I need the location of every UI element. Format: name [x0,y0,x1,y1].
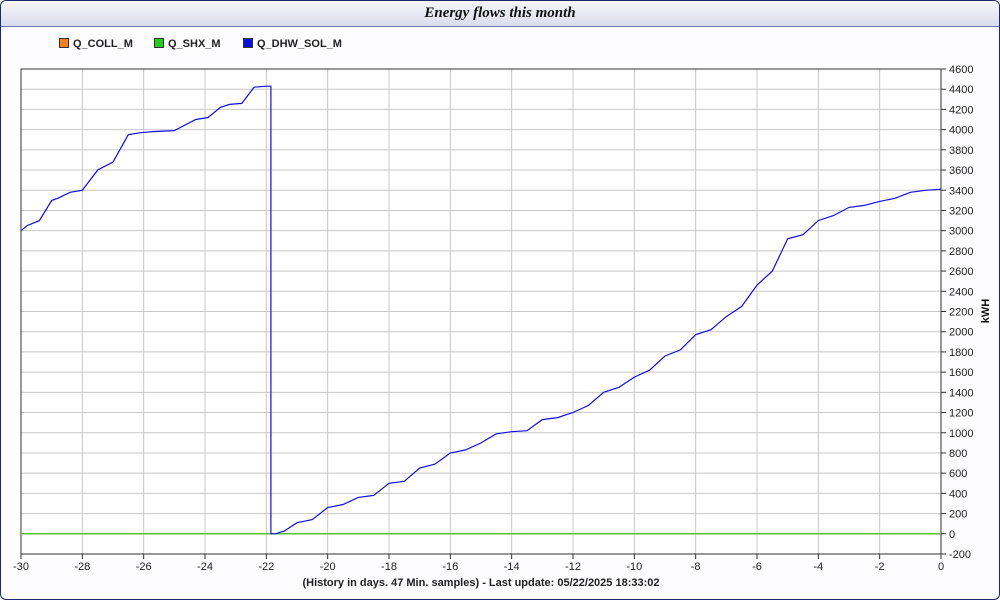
x-tick-label: -10 [626,561,642,573]
y-tick-label: -200 [949,549,971,561]
y-tick-label: 200 [949,509,967,521]
y-tick-label: 2800 [949,246,973,258]
y-tick-label: 1600 [949,367,973,379]
y-tick-label: 2600 [949,266,973,278]
legend-swatch-q-shx-m [154,38,164,48]
y-axis-label: kWH [980,299,992,324]
legend-swatch-q-coll-m [59,38,69,48]
title-bar: Energy flows this month [1,1,999,27]
x-tick-label: -22 [258,561,274,573]
y-tick-label: 400 [949,488,967,500]
legend-swatch-q-dhw-sol-m [243,38,253,48]
x-axis-caption: (History in days. 47 Min. samples) - Las… [302,577,660,589]
x-tick-label: -16 [442,561,458,573]
y-tick-label: 1000 [949,428,973,440]
y-tick-label: 2200 [949,307,973,319]
y-tick-label: 3800 [949,145,973,157]
y-tick-label: 600 [949,468,967,480]
x-tick-label: -2 [875,561,885,573]
legend-label-q-coll-m: Q_COLL_M [73,38,133,50]
y-tick-label: 800 [949,448,967,460]
plot-border [20,68,942,555]
x-tick-label: 0 [938,561,944,573]
x-tick-label: -20 [320,561,336,573]
y-tick-label: 3200 [949,205,973,217]
y-tick-label: 1200 [949,408,973,420]
y-tick-label: 3600 [949,165,973,177]
y-tick-label: 1800 [949,347,973,359]
y-tick-label: 3400 [949,185,973,197]
x-tick-label: -12 [565,561,581,573]
legend-item-q-coll-m: Q_COLL_M [59,38,133,50]
legend-item-q-shx-m: Q_SHX_M [154,38,221,50]
x-tick-label: -6 [752,561,762,573]
y-tick-label: 2000 [949,327,973,339]
x-tick-label: -14 [504,561,520,573]
y-tick-label: 4200 [949,104,973,116]
x-tick-label: -4 [813,561,823,573]
y-tick-label: 3000 [949,226,973,238]
x-tick-label: -18 [381,561,397,573]
y-tick-label: 4400 [949,84,973,96]
x-tick-label: -30 [13,561,29,573]
legend-label-q-dhw-sol-m: Q_DHW_SOL_M [257,38,342,50]
x-tick-label: -24 [197,561,213,573]
y-tick-label: 4000 [949,125,973,137]
series-line-q-dhw-sol-m [20,85,942,535]
y-tick-label: 0 [949,529,955,541]
legend-item-q-dhw-sol-m: Q_DHW_SOL_M [243,38,342,50]
y-tick-label: 4600 [949,64,973,76]
y-tick-label: 1400 [949,387,973,399]
x-tick-label: -26 [136,561,152,573]
legend-label-q-shx-m: Q_SHX_M [168,38,221,50]
x-tick-label: -8 [691,561,701,573]
chart-title: Energy flows this month [424,5,576,21]
x-tick-label: -28 [74,561,90,573]
y-tick-label: 2400 [949,286,973,298]
